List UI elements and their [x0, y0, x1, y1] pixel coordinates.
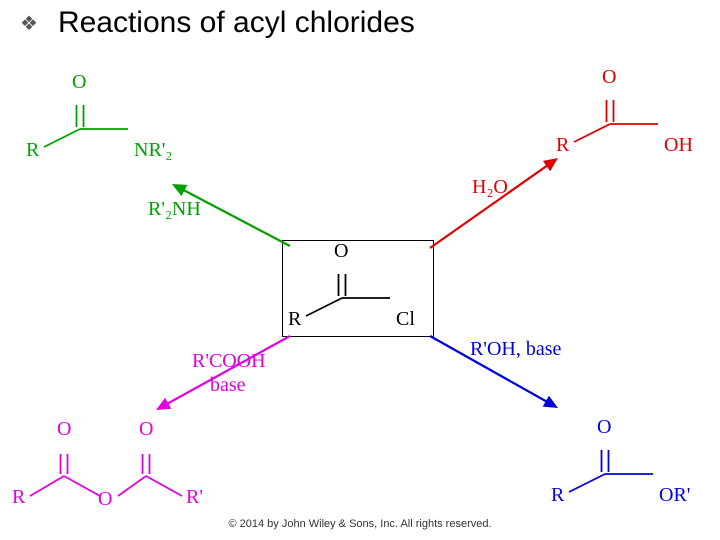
product-carboxylic-acid-X: OH	[664, 134, 693, 157]
page-title: Reactions of acyl chlorides	[58, 6, 415, 40]
product-ester-R: R	[551, 484, 564, 507]
product-anhydride-O1: O	[57, 418, 71, 441]
product-anhydride: R O O O R'	[14, 418, 254, 518]
reagent-to_anhydride-line2: base	[210, 374, 246, 397]
arrowhead-to_amide	[172, 184, 187, 196]
product-amide-O: O	[72, 71, 86, 94]
copyright-footer: © 2014 by John Wiley & Sons, Inc. All ri…	[0, 518, 720, 530]
product-ester-X: OR'	[659, 484, 690, 507]
product-anhydride-O2: O	[139, 418, 153, 441]
arrowhead-to_anhydride	[156, 398, 171, 410]
reagent-to_ester: R'OH, base	[470, 338, 561, 361]
product-anhydride-Obridge: O	[98, 488, 112, 511]
arrowhead-to_acid	[543, 158, 558, 171]
center-acyl-chloride-X: Cl	[396, 308, 415, 331]
product-carboxylic-acid-O: O	[602, 66, 616, 89]
reaction-diagram: ROClRONR'₂ROOHROOR'ROOOR'R'₂NHH₂OR'COOHb…	[0, 48, 720, 518]
product-amide-X: NR'₂	[134, 139, 172, 162]
arrowhead-to_ester	[543, 396, 558, 408]
product-anhydride-R: R	[12, 486, 25, 509]
reagent-to_anhydride: R'COOH	[192, 350, 266, 373]
bullet-icon: ❖	[20, 11, 38, 36]
product-ester: ROOR'	[555, 418, 685, 513]
center-acyl-chloride-R: R	[288, 308, 301, 331]
center-acyl-chloride-O: O	[334, 240, 348, 263]
reagent-to_acid: H₂O	[472, 176, 508, 199]
product-carboxylic-acid-R: R	[556, 134, 569, 157]
product-ester-O: O	[597, 416, 611, 439]
product-anhydride-Rp: R'	[186, 486, 203, 509]
product-amide: RONR'₂	[30, 73, 160, 168]
product-amide-R: R	[26, 139, 39, 162]
reagent-to_amide: R'₂NH	[148, 198, 201, 221]
center-acyl-chloride: ROCl	[292, 242, 422, 337]
product-carboxylic-acid: ROOH	[560, 68, 690, 163]
